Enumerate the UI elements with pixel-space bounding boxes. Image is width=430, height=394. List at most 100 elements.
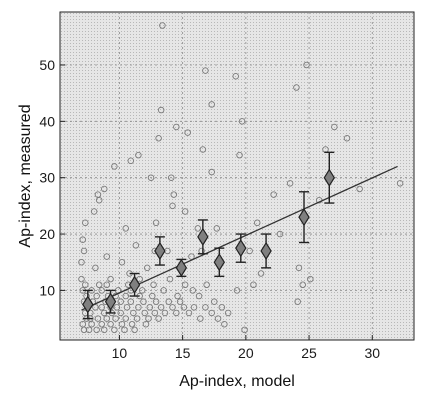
data-point xyxy=(169,202,176,210)
data-point xyxy=(82,219,89,227)
data-point xyxy=(111,163,118,170)
data-point xyxy=(203,281,210,289)
data-point xyxy=(189,287,196,294)
data-point xyxy=(184,129,191,136)
data-point xyxy=(93,292,100,300)
data-point xyxy=(150,281,157,289)
y-tick-label: 30 xyxy=(39,170,55,186)
data-point xyxy=(93,326,100,334)
data-point xyxy=(188,253,195,260)
data-point xyxy=(149,292,156,300)
mean-marker xyxy=(260,233,272,269)
mean-diamond xyxy=(260,241,272,261)
data-point xyxy=(100,185,108,193)
data-point xyxy=(293,84,300,91)
mean-diamond xyxy=(197,227,209,246)
data-point xyxy=(103,253,111,260)
data-point xyxy=(88,320,95,328)
data-point xyxy=(174,292,181,300)
data-point xyxy=(218,304,226,311)
data-point xyxy=(107,275,114,283)
data-point xyxy=(130,309,137,317)
mean-diamond xyxy=(298,208,310,227)
data-point xyxy=(80,326,88,334)
data-point xyxy=(135,151,142,159)
data-point xyxy=(94,315,102,322)
data-point xyxy=(95,281,103,289)
data-point xyxy=(118,320,126,328)
data-point xyxy=(142,320,150,328)
data-point xyxy=(286,180,294,187)
data-point xyxy=(135,304,142,311)
data-point xyxy=(169,304,176,311)
data-point xyxy=(250,281,257,289)
data-point xyxy=(103,281,111,289)
data-point xyxy=(122,292,129,300)
data-point xyxy=(165,298,172,305)
data-point xyxy=(253,219,261,227)
y-tick-label: 20 xyxy=(39,226,55,242)
data-point xyxy=(118,258,126,266)
data-point xyxy=(299,281,306,289)
data-point xyxy=(138,287,146,294)
data-point xyxy=(78,275,85,283)
data-point xyxy=(168,174,175,181)
data-point xyxy=(238,118,246,125)
x-tick-label: 10 xyxy=(112,345,128,361)
data-point xyxy=(133,315,141,322)
mean-diamond xyxy=(154,241,166,261)
data-point xyxy=(151,309,159,317)
data-point xyxy=(176,298,184,305)
mean-marker xyxy=(213,247,226,278)
data-point xyxy=(208,101,215,108)
axis-ticks: 10 15 20 25 30 10 20 30 40 50 xyxy=(39,57,380,361)
plot-area xyxy=(59,11,415,341)
mean-diamond xyxy=(213,253,226,272)
data-point xyxy=(128,320,136,328)
data-point xyxy=(98,287,105,294)
data-point xyxy=(98,320,105,328)
data-point xyxy=(197,315,204,322)
data-point xyxy=(82,281,89,289)
data-point xyxy=(202,304,209,311)
data-point xyxy=(294,298,301,305)
y-tick-label: 50 xyxy=(39,57,55,73)
data-point xyxy=(127,298,135,305)
y-tick-label: 40 xyxy=(39,113,55,129)
data-point xyxy=(131,326,138,334)
data-point xyxy=(98,304,105,311)
x-axis-label: Ap-index, model xyxy=(179,373,295,390)
data-point xyxy=(122,315,129,322)
mean-diamond xyxy=(128,275,141,294)
data-point xyxy=(396,180,404,187)
data-point xyxy=(159,22,166,29)
mean-marker xyxy=(323,151,336,204)
data-point xyxy=(161,309,169,317)
data-point xyxy=(100,326,108,334)
mean-marker xyxy=(197,219,209,255)
y-tick-label: 10 xyxy=(39,282,55,298)
mean-diamond xyxy=(82,295,94,314)
data-point xyxy=(136,275,143,283)
data-point xyxy=(257,270,265,277)
x-tick-label: 20 xyxy=(238,345,254,361)
data-point xyxy=(295,264,303,272)
data-point xyxy=(241,326,248,334)
data-point xyxy=(117,298,124,305)
data-point xyxy=(80,247,88,255)
mean-marker xyxy=(298,191,310,244)
x-tick-label: 25 xyxy=(301,345,317,361)
data-point xyxy=(181,281,189,289)
mean-marker xyxy=(235,233,247,263)
data-point xyxy=(194,225,202,232)
data-point xyxy=(213,225,221,232)
data-point xyxy=(127,157,135,165)
data-point xyxy=(331,123,338,131)
data-point xyxy=(160,287,167,294)
data-point xyxy=(122,225,129,232)
mean-diamond xyxy=(104,292,117,311)
data-point xyxy=(155,315,162,322)
data-point xyxy=(152,219,160,227)
data-point xyxy=(246,247,253,255)
